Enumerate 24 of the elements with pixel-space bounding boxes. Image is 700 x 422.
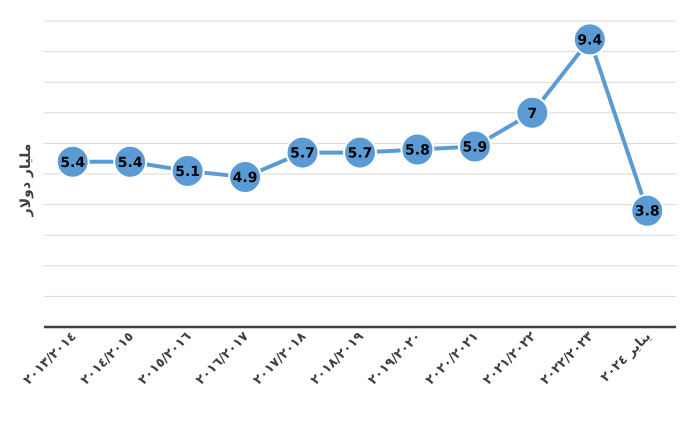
x-tick-label: ٢٠١٨/٢٠١٩ (308, 329, 367, 388)
point (515, 96, 550, 130)
x-tick-label: ٢٠١٩/٢٠٢٠ (365, 329, 424, 388)
data-label: 5.1 (175, 164, 200, 180)
x-tick-label: ٢٠١٧/٢٠١٨ (250, 329, 310, 388)
data-label: 3.8 (634, 204, 660, 220)
x-tick-label: ٢٠١٥/٢٠١٦ (136, 329, 195, 388)
data-label: 5.4 (60, 154, 86, 171)
data-label: 5.8 (405, 142, 430, 159)
data-label: 4.9 (232, 170, 258, 186)
data-label: 5.9 (462, 139, 488, 156)
x-tick-label: يناير ٢٠٢٤ (598, 329, 654, 386)
data-label: 9.4 (577, 32, 602, 48)
y-axis-title: مليار دولار (18, 144, 34, 218)
data-label: 5.7 (348, 146, 372, 162)
x-tick-label: ٢٠٢٢/٢٠٢٣ (538, 329, 597, 388)
data-label: 7 (527, 106, 538, 122)
x-tick-label: ٢٠١٤/٢٠١٥ (78, 329, 138, 388)
data-label: 5.4 (118, 154, 143, 171)
x-tick-label: ٢٠٢١/٢٠٢٢ (480, 329, 540, 388)
x-tick-label: ٢٠١٦/٢٠١٧ (193, 329, 252, 388)
data-label: 5.7 (290, 146, 315, 162)
x-tick-label: ٢٠١٣/٢٠١٤ (20, 329, 80, 388)
x-tick-label: ٢٠٢٠/٢٠٢١ (422, 329, 482, 388)
